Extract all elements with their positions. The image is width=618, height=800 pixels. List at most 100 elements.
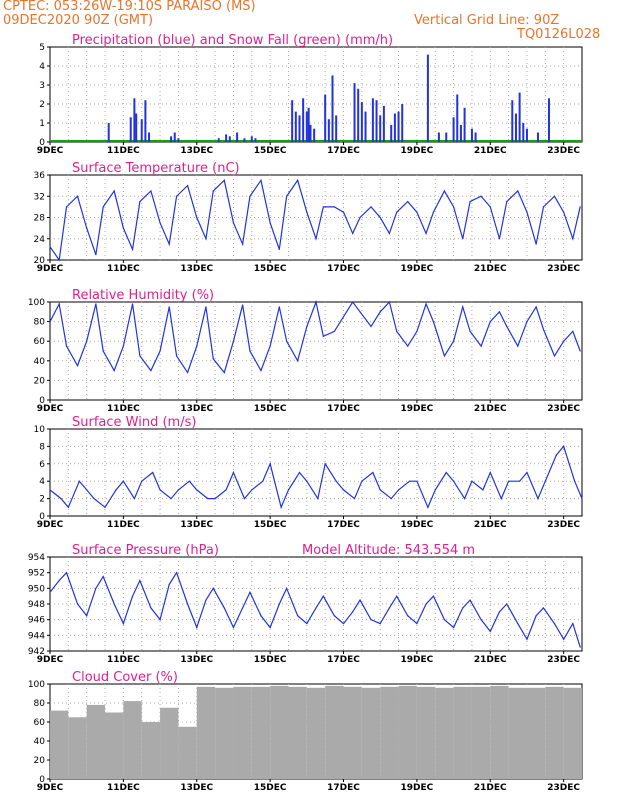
precip-bar [456, 94, 459, 142]
data-point [175, 195, 178, 197]
data-point [86, 489, 88, 491]
cloud-bar [86, 704, 106, 779]
data-point [579, 350, 581, 352]
precip-bar [426, 54, 429, 142]
data-point [396, 595, 398, 597]
data-point [122, 480, 124, 482]
data-point [306, 480, 308, 482]
precip-bar [397, 111, 400, 142]
data-point [563, 638, 565, 640]
x-tick-label: 15DEC [254, 655, 287, 665]
panel-title-2: Relative Humidity (%) [72, 288, 214, 303]
y-tick-label: 20 [34, 256, 46, 266]
precip-bar [107, 123, 110, 142]
data-point [122, 345, 124, 347]
data-point [372, 471, 374, 474]
x-tick-label: 9DEC [37, 264, 64, 274]
y-tick-label: 80 [34, 699, 46, 709]
data-point [542, 607, 545, 609]
data-point [60, 498, 62, 500]
precip-bar [518, 92, 521, 142]
precip-bar [474, 132, 477, 142]
data-point [86, 615, 88, 617]
data-point [243, 498, 246, 500]
data-point [131, 595, 134, 597]
data-point [287, 489, 290, 491]
x-tick-label: 15DEC [254, 146, 287, 156]
data-point [93, 498, 95, 500]
y-tick-label: 4 [39, 62, 45, 72]
data-point [242, 243, 244, 245]
data-point [212, 190, 214, 192]
data-point [506, 603, 508, 605]
data-point [76, 603, 79, 605]
panel-title-4: Surface Pressure (hPa) [72, 543, 219, 558]
y-tick-label: 40 [34, 357, 46, 367]
cloud-bar [196, 686, 216, 779]
data-point [251, 489, 253, 491]
data-point [443, 355, 446, 357]
cloud-bar [123, 701, 142, 779]
data-point [342, 211, 345, 213]
data-point [306, 325, 308, 328]
precip-bar [452, 117, 455, 142]
y-tick-label: 100 [28, 680, 45, 690]
cloud-bar [508, 687, 527, 779]
data-point [519, 480, 521, 482]
precip-bar [514, 113, 517, 142]
data-point [526, 638, 528, 640]
data-point [139, 579, 141, 582]
data-point [379, 311, 381, 313]
precip-bar [309, 124, 312, 142]
cloud-bar [306, 687, 326, 779]
data-point [425, 232, 427, 235]
precip-bar [291, 100, 294, 142]
data-point [542, 328, 545, 331]
data-point [65, 345, 68, 347]
x-tick-label: 21DEC [474, 264, 507, 274]
data-point [397, 489, 400, 491]
data-point [159, 222, 161, 224]
data-point [115, 489, 117, 491]
y-tick-label: 4 [39, 477, 45, 487]
data-point [537, 498, 539, 500]
precip-bar [511, 100, 514, 142]
precip-bar [177, 138, 180, 142]
data-point [269, 345, 271, 347]
cloud-bar [416, 686, 436, 779]
data-point [139, 200, 141, 203]
data-point [175, 572, 178, 574]
cloud-bar [490, 685, 509, 779]
data-point [65, 572, 68, 574]
data-point [517, 622, 519, 625]
data-point [58, 303, 60, 305]
y-tick-label: 80 [34, 318, 46, 328]
data-point [408, 480, 411, 482]
data-point [379, 622, 381, 625]
y-tick-label: 1 [39, 119, 45, 129]
data-point [76, 365, 79, 367]
data-point [416, 622, 418, 625]
x-tick-label: 11DEC [107, 783, 140, 793]
data-point [353, 498, 356, 500]
data-point [168, 583, 170, 586]
series-line-2 [49, 299, 581, 374]
data-point [196, 626, 198, 629]
x-tick-label: 13DEC [180, 655, 213, 665]
x-tick-label: 19DEC [401, 783, 434, 793]
data-point [278, 306, 280, 308]
panel-title-0: Precipitation (blue) and Snow Fall (gree… [72, 33, 393, 48]
data-point [232, 626, 235, 629]
data-point [342, 316, 345, 318]
data-point [361, 480, 363, 482]
data-point [574, 480, 576, 482]
data-point [322, 335, 324, 337]
data-point [102, 575, 104, 578]
data-point [498, 311, 501, 313]
cloud-bar [141, 722, 161, 779]
data-point [113, 190, 115, 192]
x-tick-label: 9DEC [37, 520, 64, 530]
data-point [342, 489, 345, 491]
data-point [317, 498, 319, 500]
data-point [443, 619, 446, 621]
